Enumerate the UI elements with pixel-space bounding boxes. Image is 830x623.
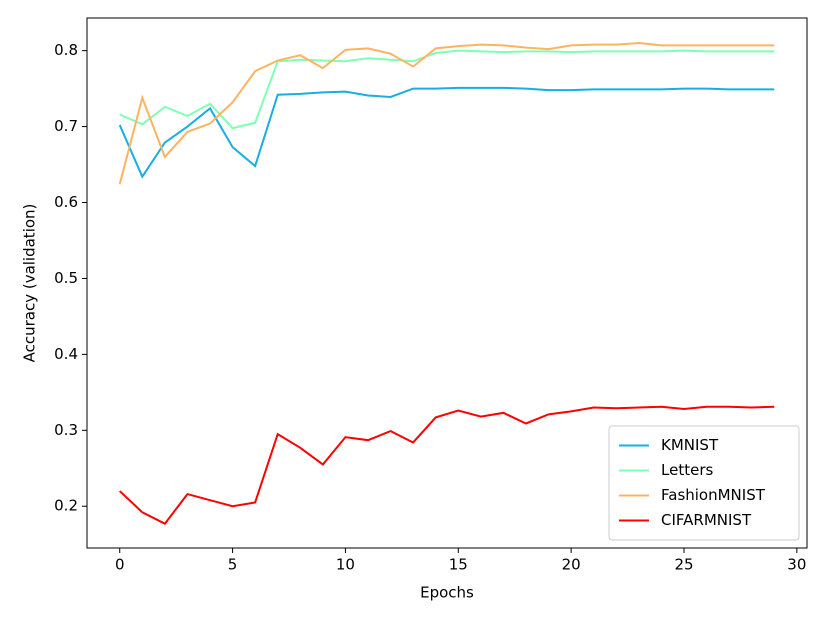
y-tick-label: 0.3 — [54, 421, 78, 439]
legend-label: CIFARMNIST — [661, 511, 752, 529]
line — [119, 49, 775, 130]
legend-label: KMNIST — [661, 436, 719, 454]
line — [119, 405, 775, 525]
plot-frame — [86, 17, 808, 549]
x-tick-label: 10 — [336, 556, 355, 574]
y-tick-label: 0.7 — [54, 117, 78, 135]
x-tick-label: 15 — [449, 556, 468, 574]
x-tick-label: 30 — [787, 556, 806, 574]
x-tick-label: 25 — [674, 556, 693, 574]
x-tick-label: 5 — [228, 556, 238, 574]
y-tick-label: 0.4 — [54, 345, 78, 363]
line — [118, 42, 775, 185]
y-tick-label: 0.6 — [54, 193, 78, 211]
y-tick-label: 0.8 — [54, 41, 78, 59]
y-axis-label: Accuracy (validation) — [21, 204, 39, 363]
legend: KMNIST Letters FashionMNIST CIFARMNIST — [608, 425, 800, 541]
legend-box — [608, 425, 800, 541]
legend-label: FashionMNIST — [661, 486, 766, 504]
legend-label: Letters — [661, 461, 713, 479]
line — [118, 86, 775, 179]
x-tick-label: 20 — [562, 556, 581, 574]
x-tick-label: 0 — [115, 556, 125, 574]
y-tick-label: 0.5 — [54, 269, 78, 287]
y-tick-label: 0.2 — [54, 497, 78, 515]
x-axis-label: Epochs — [420, 584, 474, 602]
